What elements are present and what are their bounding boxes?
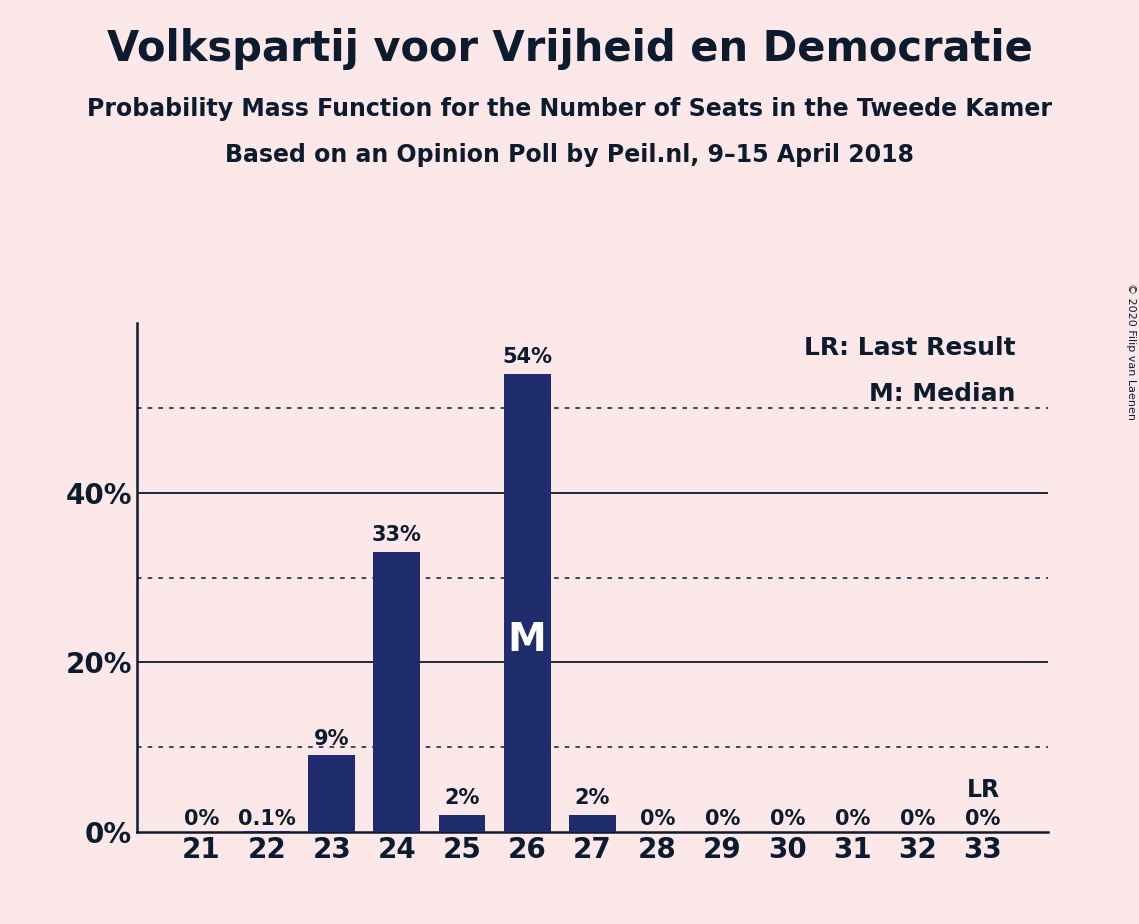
Text: 0%: 0% xyxy=(900,809,935,829)
Text: M: M xyxy=(508,621,547,659)
Text: Volkspartij voor Vrijheid en Democratie: Volkspartij voor Vrijheid en Democratie xyxy=(107,28,1032,69)
Bar xyxy=(439,815,485,832)
Text: 0%: 0% xyxy=(770,809,805,829)
Text: 9%: 9% xyxy=(314,729,350,748)
Text: © 2020 Filip van Laenen: © 2020 Filip van Laenen xyxy=(1126,283,1136,419)
Text: 0%: 0% xyxy=(835,809,870,829)
Text: 54%: 54% xyxy=(502,347,552,368)
Bar xyxy=(309,756,355,832)
Text: 0%: 0% xyxy=(966,809,1001,829)
Text: Based on an Opinion Poll by Peil.nl, 9–15 April 2018: Based on an Opinion Poll by Peil.nl, 9–1… xyxy=(226,143,913,167)
Text: 0%: 0% xyxy=(640,809,675,829)
Text: 33%: 33% xyxy=(372,526,421,545)
Text: LR: Last Result: LR: Last Result xyxy=(804,336,1016,360)
Bar xyxy=(503,374,550,832)
Bar xyxy=(568,815,616,832)
Text: 0.1%: 0.1% xyxy=(238,809,295,829)
Text: 0%: 0% xyxy=(183,809,219,829)
Text: 2%: 2% xyxy=(574,788,611,808)
Text: Probability Mass Function for the Number of Seats in the Tweede Kamer: Probability Mass Function for the Number… xyxy=(87,97,1052,121)
Text: LR: LR xyxy=(967,778,1000,802)
Bar xyxy=(374,552,420,832)
Text: 0%: 0% xyxy=(705,809,740,829)
Text: M: Median: M: Median xyxy=(869,382,1016,406)
Text: 2%: 2% xyxy=(444,788,480,808)
